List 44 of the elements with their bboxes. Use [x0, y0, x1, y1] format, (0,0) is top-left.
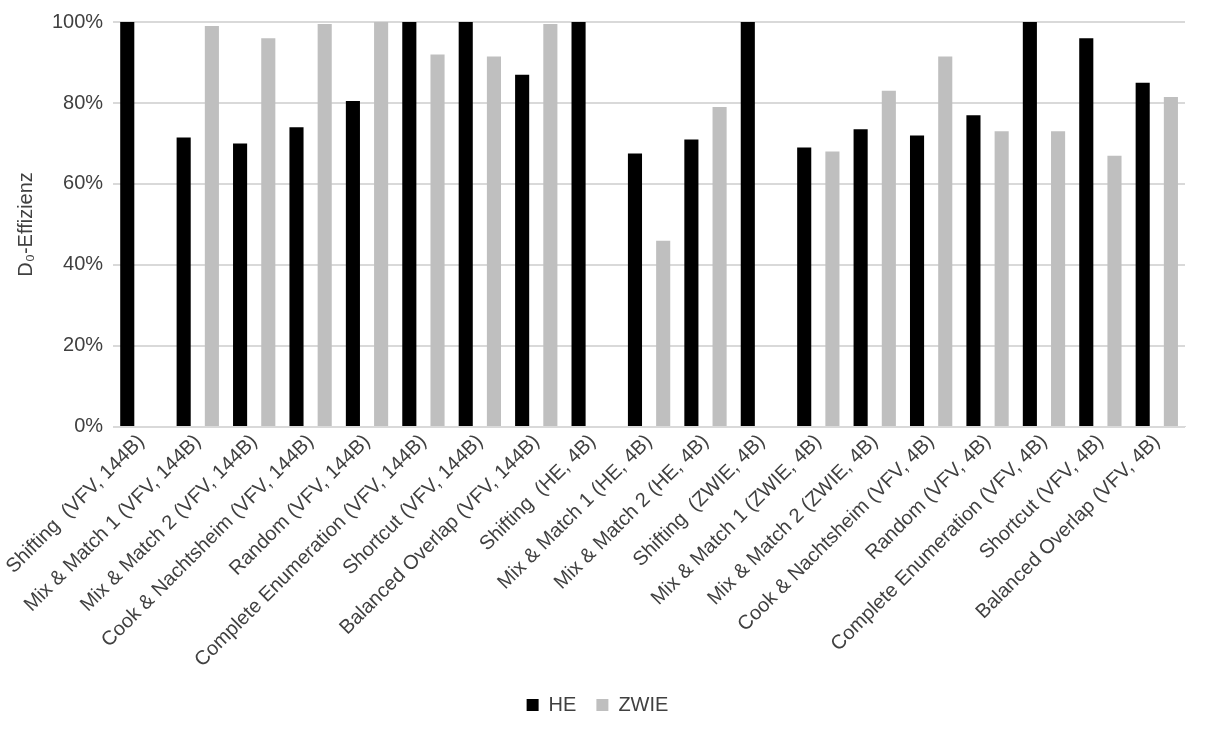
bar — [656, 240, 671, 426]
bar — [486, 56, 501, 426]
bar — [571, 22, 586, 426]
bar — [515, 74, 530, 426]
bar — [543, 24, 558, 426]
y-tick-label: 80% — [63, 90, 104, 113]
bar — [345, 100, 360, 426]
bar — [233, 143, 248, 426]
bar — [994, 131, 1009, 426]
bar — [261, 38, 276, 426]
bar — [1051, 131, 1066, 426]
bar — [317, 24, 332, 426]
bar — [1163, 96, 1178, 426]
bar — [204, 26, 219, 426]
y-tick-label: 20% — [63, 333, 104, 356]
bar — [1107, 155, 1122, 426]
y-tick-label: 100% — [52, 9, 104, 32]
bar — [120, 22, 135, 426]
y-axis-title: D₀-Effizienz — [13, 172, 36, 277]
bar — [1022, 22, 1037, 426]
bar — [289, 127, 304, 426]
bar — [797, 147, 812, 426]
y-tick-label: 40% — [63, 252, 104, 275]
bar — [374, 22, 389, 426]
bar — [712, 107, 727, 426]
bar — [881, 90, 896, 426]
legend-label: ZWIE — [618, 692, 669, 715]
bar — [938, 56, 953, 426]
bar — [853, 129, 868, 426]
bar — [402, 22, 417, 426]
bar — [176, 137, 191, 426]
bar — [430, 54, 445, 426]
bar — [966, 115, 981, 426]
bar — [909, 135, 925, 426]
bar — [627, 153, 643, 426]
legend-label: HE — [548, 692, 577, 715]
y-tick-label: 60% — [63, 171, 104, 194]
bar — [825, 151, 840, 426]
bar — [458, 22, 473, 426]
y-tick-label: 0% — [74, 414, 104, 437]
bar — [1079, 38, 1094, 426]
bar — [1135, 82, 1150, 426]
bar — [684, 139, 699, 426]
bar — [740, 22, 755, 426]
